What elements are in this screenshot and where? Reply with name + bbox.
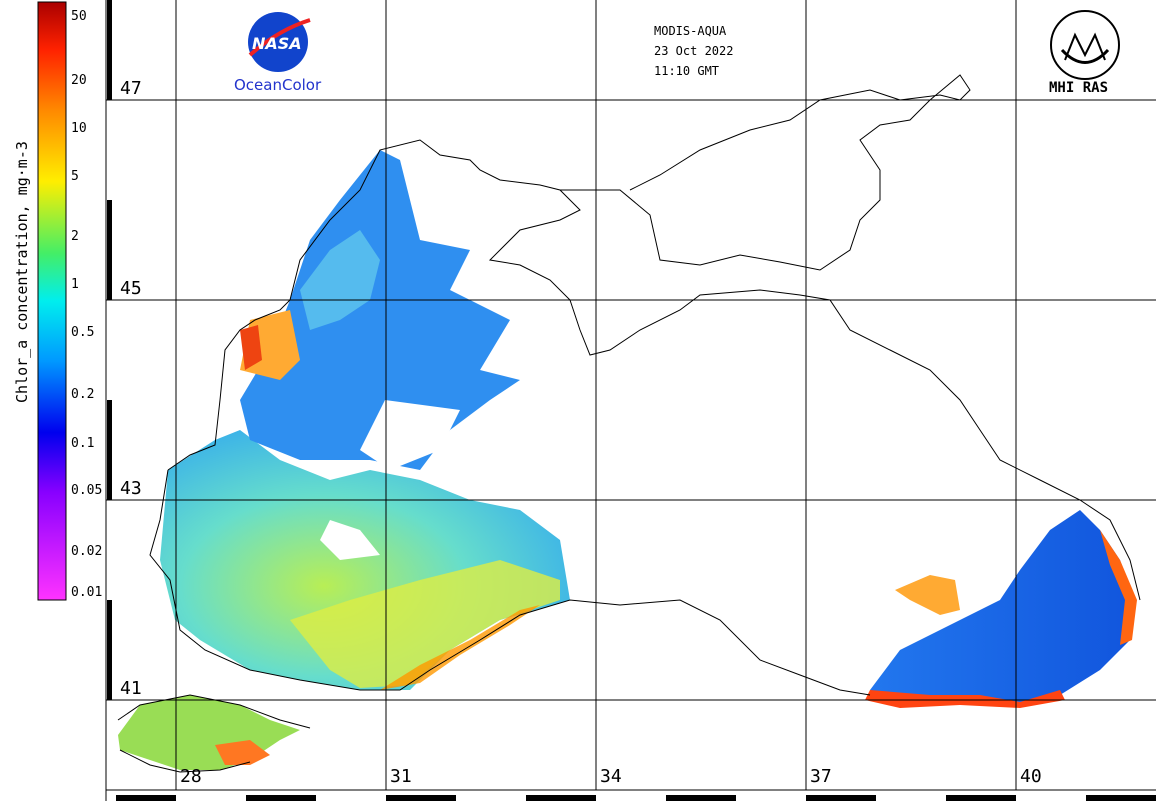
mhi-ras-label: MHI RAS	[1049, 80, 1109, 96]
colorbar-tick-label: 0.02	[71, 544, 103, 559]
time-label: 11:10 GMT	[654, 64, 720, 78]
oceancolor-label: OceanColor	[234, 76, 322, 94]
nasa-logo-text: NASA	[252, 34, 302, 53]
chlorophyll-northwest	[240, 150, 520, 470]
colorbar-tick-label: 1	[71, 277, 79, 292]
date-label: 23 Oct 2022	[654, 44, 734, 58]
longitude-label-31: 31	[390, 766, 412, 787]
left-ruler	[107, 0, 112, 700]
colorbar-tick-label: 10	[71, 121, 87, 136]
colorbar-tick-label: 0.1	[71, 436, 95, 451]
longitude-label-40: 40	[1020, 766, 1042, 787]
longitude-label-28: 28	[180, 766, 202, 787]
graticule	[106, 0, 1156, 790]
coastline	[117, 74, 1141, 773]
sensor-label: MODIS-AQUA	[654, 24, 727, 38]
colorbar-title: Chlor_a concentration, mg·m-3	[13, 141, 31, 403]
colorbar-tick-label: 20	[71, 73, 87, 88]
mhi-logo	[1050, 10, 1120, 80]
latitude-label-43: 43	[120, 478, 142, 499]
chlorophyll-west	[160, 430, 570, 690]
colorbar	[37, 1, 67, 601]
bottom-ruler	[116, 795, 1156, 801]
colorbar-tick-label: 50	[71, 9, 87, 24]
chlorophyll-southeast	[865, 510, 1137, 708]
colorbar-tick-label: 0.05	[71, 483, 103, 498]
latitude-label-41: 41	[120, 678, 142, 699]
latitude-label-45: 45	[120, 278, 142, 299]
colorbar-tick-label: 0.01	[71, 585, 103, 600]
longitude-label-37: 37	[810, 766, 832, 787]
colorbar-tick-label: 0.5	[71, 325, 95, 340]
colorbar-tick-label: 0.2	[71, 387, 95, 402]
nasa-logo	[248, 12, 311, 72]
longitude-label-34: 34	[600, 766, 622, 787]
latitude-label-47: 47	[120, 78, 142, 99]
colorbar-tick-label: 5	[71, 169, 79, 184]
chlorophyll-marmara	[118, 695, 300, 770]
colorbar-tick-label: 2	[71, 229, 79, 244]
